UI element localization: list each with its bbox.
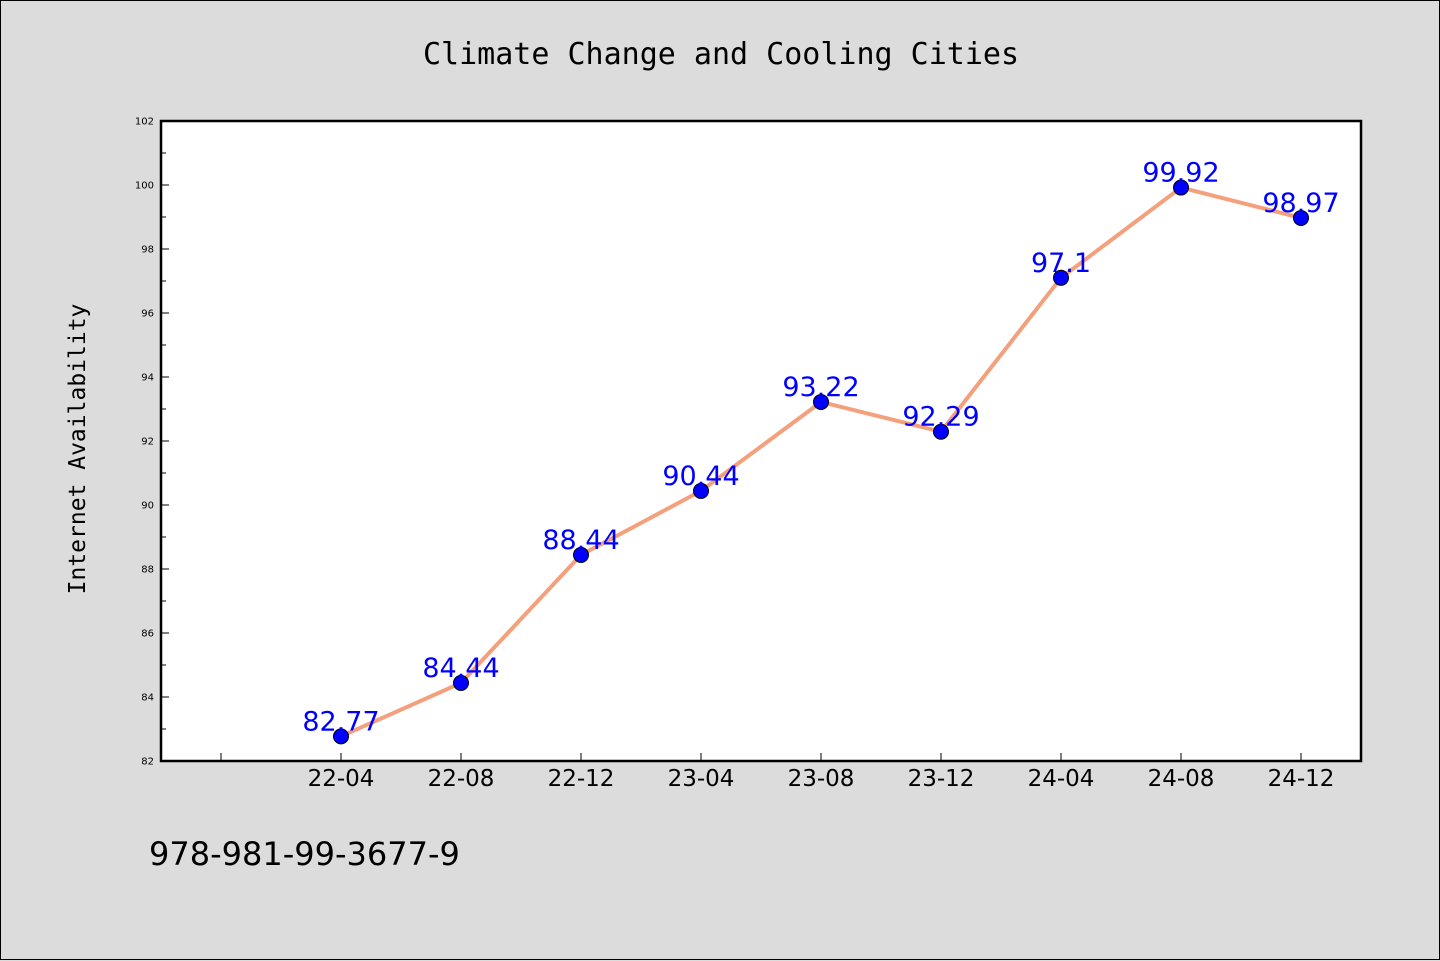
y-tick-label: 94 [141,373,154,384]
y-tick-label: 92 [141,437,154,448]
data-label: 99.92 [1142,158,1219,189]
data-point [453,674,469,691]
x-tick-label: 22-04 [308,766,375,792]
plot-area [159,119,1363,763]
y-tick-label: 96 [141,309,154,320]
x-tick-label: 24-12 [1268,766,1335,792]
y-tick-label: 100 [135,181,154,192]
data-point [693,482,709,499]
data-label: 97.1 [1031,248,1091,279]
data-label-group: 82.77 84.44 88.44 90.44 93.22 92.29 97.1 99.92 9… [302,158,1339,738]
y-axis: 82 84 86 88 90 92 94 96 98 100 102 [135,117,169,768]
data-label: 90.44 [662,461,739,492]
x-tick-label: 24-04 [1028,766,1095,792]
y-tick-label: 90 [141,501,154,512]
data-label: 84.44 [422,653,499,684]
y-tick-label: 84 [141,693,154,704]
data-point [1173,179,1189,196]
x-tick-label: 22-12 [548,766,615,792]
y-tick-label: 88 [141,565,154,576]
x-tick-label: 23-08 [788,766,855,792]
data-label: 93.22 [782,372,859,403]
data-label: 88.44 [542,525,619,556]
isbn-text: 978-981-99-3677-9 [149,835,460,873]
data-point [1053,269,1069,286]
data-point [333,728,349,745]
data-label: 92.29 [902,402,979,433]
data-point [933,423,949,440]
x-tick-label: 23-12 [908,766,975,792]
y-tick-label: 102 [135,117,154,128]
y-tick-label: 98 [141,245,154,256]
data-label: 98.97 [1262,188,1339,219]
y-axis-label: Internet Availability [65,304,91,595]
data-point [573,546,589,563]
x-axis: 22-04 22-08 22-12 23-04 23-08 23-12 24-04 24-08… [220,753,1335,792]
chart-title: Climate Change and Cooling Cities [423,37,1019,72]
y-tick-label: 82 [141,757,154,768]
data-point [813,393,829,410]
x-tick-label: 22-08 [428,766,495,792]
data-label: 82.77 [302,706,379,737]
series-line-group [333,179,1309,745]
data-point [1293,209,1309,226]
y-tick-label: 86 [141,629,154,640]
x-tick-label: 23-04 [668,766,735,792]
x-tick-label: 24-08 [1148,766,1215,792]
